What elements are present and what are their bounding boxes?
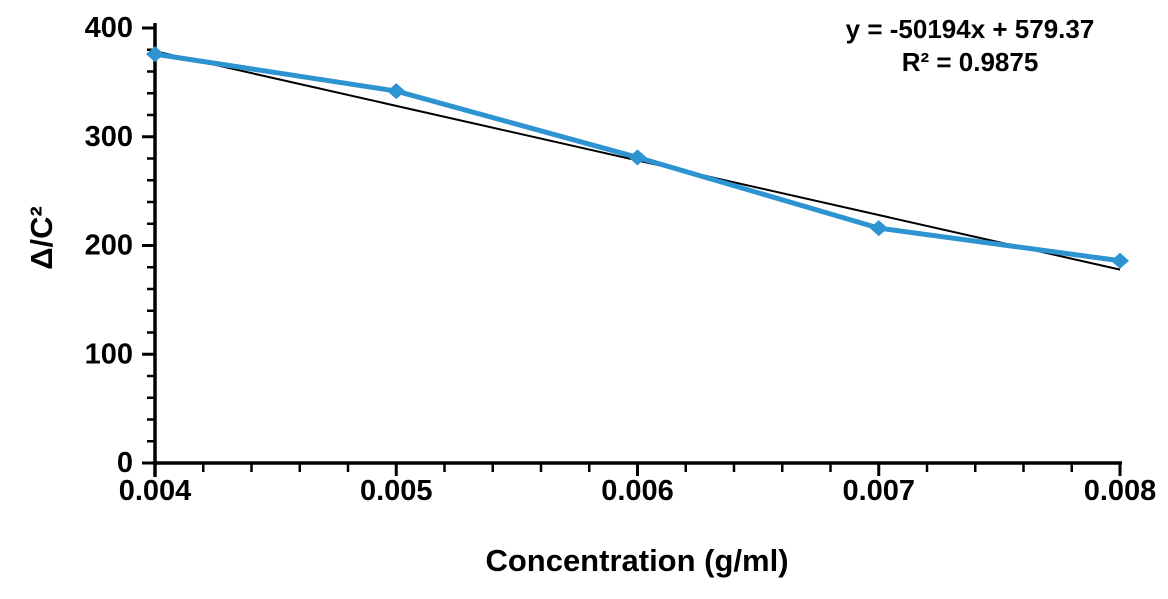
trendline-annotation: y = -50194x + 579.37 R² = 0.9875 [818,13,1122,79]
y-axis-title: Δ/C² [24,206,59,270]
x-axis-title: Concentration (g/ml) [485,543,789,578]
trendline-r-squared: R² = 0.9875 [901,47,1039,77]
data-point-marker [1111,252,1129,269]
x-tick-label: 0.006 [601,475,674,507]
data-point-marker [387,83,406,100]
y-tick-label: 200 [85,230,133,262]
y-tick-label: 100 [85,338,133,370]
data-point-marker [146,46,164,63]
x-tick-label: 0.007 [842,475,915,507]
y-tick-label: 400 [85,12,133,44]
x-tick-label: 0.005 [360,475,433,507]
y-tick-label: 300 [85,121,133,153]
data-point-marker [628,149,647,166]
data-point-marker [869,220,888,237]
trendline-equation: y = -50194x + 579.37 [845,14,1095,44]
x-tick-label: 0.004 [119,475,192,507]
x-tick-label: 0.008 [1084,475,1157,507]
y-tick-label: 0 [117,447,133,479]
